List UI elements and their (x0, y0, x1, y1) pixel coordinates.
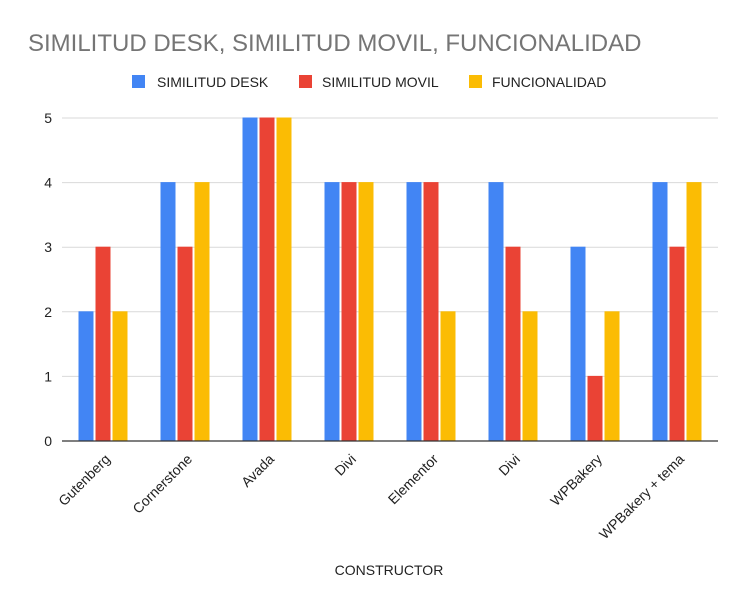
bar (276, 117, 292, 442)
bar (505, 246, 521, 442)
bar (652, 182, 668, 442)
bar (587, 375, 603, 442)
x-tick-label: Elementor (385, 451, 442, 508)
bar (570, 246, 586, 442)
bar (95, 246, 111, 442)
bar (686, 182, 702, 442)
bar (177, 246, 193, 442)
bar (440, 311, 456, 442)
legend-swatch (469, 75, 482, 88)
legend-label: FUNCIONALIDAD (492, 74, 606, 90)
x-tick-label: Avada (238, 451, 277, 490)
y-axis-ticks: 0 1 2 3 4 5 (44, 110, 52, 449)
bar (112, 311, 128, 442)
bar (423, 182, 439, 442)
bar (78, 311, 94, 442)
x-tick-label: WPBakery + tema (596, 451, 688, 543)
bar (324, 182, 340, 442)
bar (522, 311, 538, 442)
bar (194, 182, 210, 442)
bar (604, 311, 620, 442)
x-tick-label: WPBakery (547, 451, 605, 509)
y-tick-label: 1 (44, 368, 52, 384)
bar (406, 182, 422, 442)
x-tick-label: Gutenberg (55, 451, 113, 509)
chart-title: SIMILITUD DESK, SIMILITUD MOVIL, FUNCION… (28, 30, 641, 57)
legend-label: SIMILITUD MOVIL (322, 74, 439, 90)
x-tick-label: Divi (331, 451, 359, 479)
y-tick-label: 2 (44, 304, 52, 320)
x-tick-label: Cornerstone (129, 451, 195, 517)
legend: SIMILITUD DESK SIMILITUD MOVIL FUNCIONALID… (132, 74, 606, 90)
x-axis-title: CONSTRUCTOR (335, 562, 444, 578)
y-tick-label: 5 (44, 110, 52, 126)
legend-swatch (132, 75, 145, 88)
y-tick-label: 0 (44, 433, 52, 449)
legend-swatch (299, 75, 312, 88)
bars (78, 117, 702, 442)
bar (341, 182, 357, 442)
bar (669, 246, 685, 442)
x-axis-ticks: Gutenberg Cornerstone Avada Divi Elementor Di… (55, 451, 687, 543)
y-tick-label: 3 (44, 239, 52, 255)
bar (259, 117, 275, 442)
y-tick-label: 4 (44, 175, 52, 191)
bar (488, 182, 504, 442)
bar (242, 117, 258, 442)
bar (358, 182, 374, 442)
gridlines (62, 117, 718, 377)
legend-label: SIMILITUD DESK (157, 74, 269, 90)
bar (160, 182, 176, 442)
x-tick-label: Divi (495, 451, 523, 479)
